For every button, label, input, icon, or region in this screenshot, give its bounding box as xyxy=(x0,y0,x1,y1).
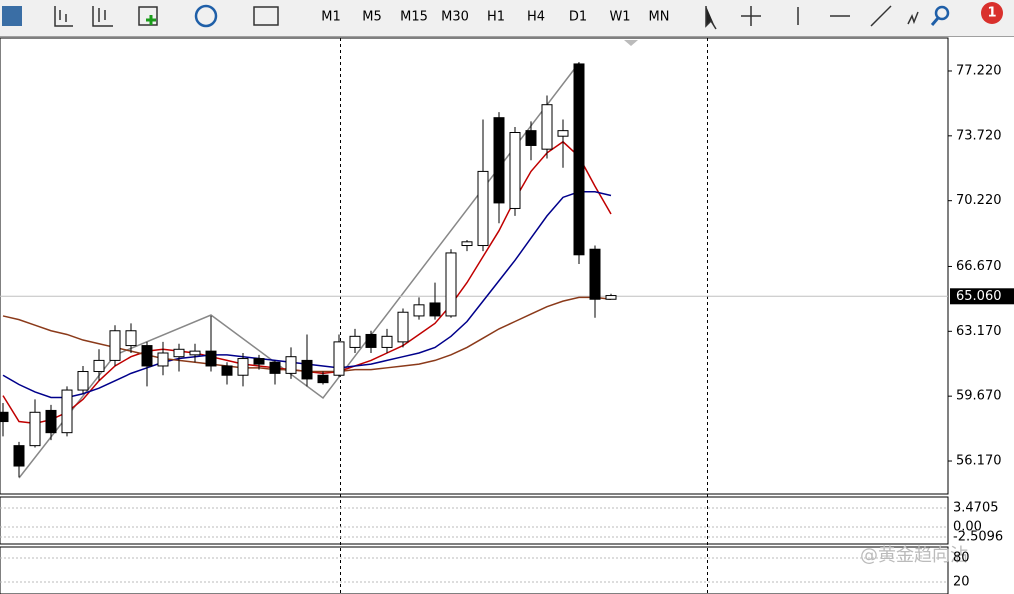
y-tick-label: 70.220 xyxy=(956,193,1002,208)
candle-body xyxy=(445,252,457,317)
candle-body xyxy=(285,356,297,374)
candle-body xyxy=(349,335,361,348)
candle-body xyxy=(253,358,265,365)
toolbar-icons xyxy=(2,4,950,30)
candle-body xyxy=(589,248,601,300)
candle-body xyxy=(0,411,9,423)
candle-body xyxy=(189,350,201,356)
timeframe-button[interactable]: W1 xyxy=(609,10,630,25)
candle-body xyxy=(429,302,441,317)
candle-body xyxy=(525,130,537,146)
current-price-label: 65.060 xyxy=(956,289,1002,304)
y-tick-label: 66.670 xyxy=(956,259,1002,274)
icon-cursor[interactable] xyxy=(705,6,717,30)
candle-body xyxy=(301,359,313,380)
candle-body xyxy=(397,311,409,343)
icon-crosshair[interactable] xyxy=(741,6,761,26)
timeframe-button[interactable]: M30 xyxy=(441,10,469,25)
candle-body xyxy=(541,104,553,150)
timeframe-button[interactable]: M5 xyxy=(362,10,382,25)
y-tick-label: 73.720 xyxy=(956,128,1002,143)
timeframe-button[interactable]: H1 xyxy=(487,10,505,25)
candle-body xyxy=(29,411,41,447)
indicator-tick-label: 3.4705 xyxy=(953,501,999,516)
candle-body xyxy=(557,130,569,137)
watermark: @黄金趋向沾 xyxy=(860,545,968,566)
candle-body xyxy=(13,445,25,467)
price-pane xyxy=(0,37,949,495)
candle-body xyxy=(477,170,489,247)
current-price-box xyxy=(950,288,1014,305)
candle-body xyxy=(381,335,393,348)
candle-body xyxy=(317,374,329,384)
candle-body xyxy=(173,348,185,358)
y-tick-label: 77.220 xyxy=(956,63,1002,78)
icon-clock[interactable] xyxy=(194,4,218,28)
candle-body xyxy=(109,330,121,361)
notification-badge[interactable] xyxy=(981,2,1003,24)
candle-body xyxy=(573,63,585,256)
indicator-tick-label: 80 xyxy=(953,551,970,566)
candle-body xyxy=(413,304,425,317)
icon-trend[interactable] xyxy=(870,5,892,27)
indicator-tick-label: 0.00 xyxy=(953,520,982,535)
indicator-pane xyxy=(0,546,949,594)
candle-body xyxy=(45,409,57,434)
y-tick-label: 63.170 xyxy=(956,324,1002,339)
candle-body xyxy=(509,131,521,209)
candle-body xyxy=(365,333,377,348)
timeframe-button[interactable]: D1 xyxy=(569,10,587,25)
indicator-tick-label: -2.5096 xyxy=(953,530,1003,545)
candle-body xyxy=(205,350,217,367)
candle-body xyxy=(493,117,505,204)
icon-template[interactable] xyxy=(253,6,279,26)
candle-body xyxy=(93,359,105,373)
candle-body xyxy=(77,371,89,391)
badge-count: 1 xyxy=(987,6,996,21)
icon-tools[interactable] xyxy=(907,11,919,25)
shift-marker xyxy=(624,40,638,46)
icon-add[interactable] xyxy=(138,6,158,26)
y-tick-label: 56.170 xyxy=(956,454,1002,469)
indicator-pane xyxy=(0,496,949,545)
candle-body xyxy=(125,330,137,347)
indicator-tick-label: 20 xyxy=(953,575,970,590)
icon-window[interactable] xyxy=(2,6,22,26)
zigzag xyxy=(18,62,580,479)
icon-candle[interactable] xyxy=(92,6,113,27)
y-tick-label: 59.670 xyxy=(956,389,1002,404)
candle-body xyxy=(221,365,233,376)
icon-search[interactable] xyxy=(934,5,950,21)
candle-body xyxy=(333,341,345,376)
candle-body xyxy=(61,389,73,434)
candle-body xyxy=(237,358,249,376)
candle-body xyxy=(157,352,169,367)
toolbar xyxy=(0,0,1014,36)
timeframe-button[interactable]: M1 xyxy=(321,10,341,25)
candle-body xyxy=(461,241,473,247)
timeframe-button[interactable]: M15 xyxy=(400,10,428,25)
candle-body xyxy=(605,295,617,300)
icon-bar[interactable] xyxy=(54,6,73,27)
timeframe-button[interactable]: MN xyxy=(649,10,670,25)
candle-body xyxy=(269,361,281,374)
timeframe-button[interactable]: H4 xyxy=(527,10,545,25)
candle-body xyxy=(141,345,153,367)
